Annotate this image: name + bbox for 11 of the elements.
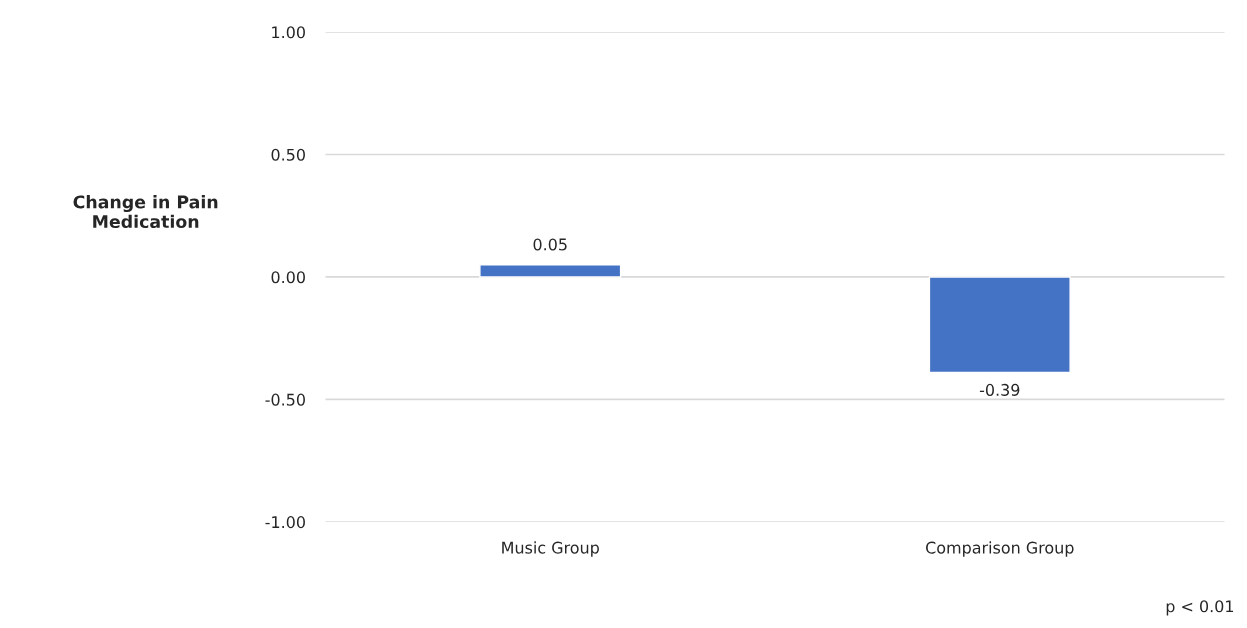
y-tick-label: -1.00	[265, 516, 305, 529]
y-tick-label: 1.00	[272, 26, 305, 39]
x-tick-label: Comparison Group	[926, 541, 1074, 557]
x-tick-label: Music Group	[502, 541, 599, 557]
y-tick-label: 0.00	[271, 271, 305, 284]
y-axis-title: Change in Pain Medication	[73, 195, 218, 229]
y-tick-label: -0.50	[265, 393, 305, 406]
data-label: -0.39	[979, 383, 1020, 396]
y-tick-label: 0.50	[271, 148, 305, 161]
data-label: 0.05	[533, 238, 567, 251]
text: p < 0.01	[1166, 600, 1234, 616]
